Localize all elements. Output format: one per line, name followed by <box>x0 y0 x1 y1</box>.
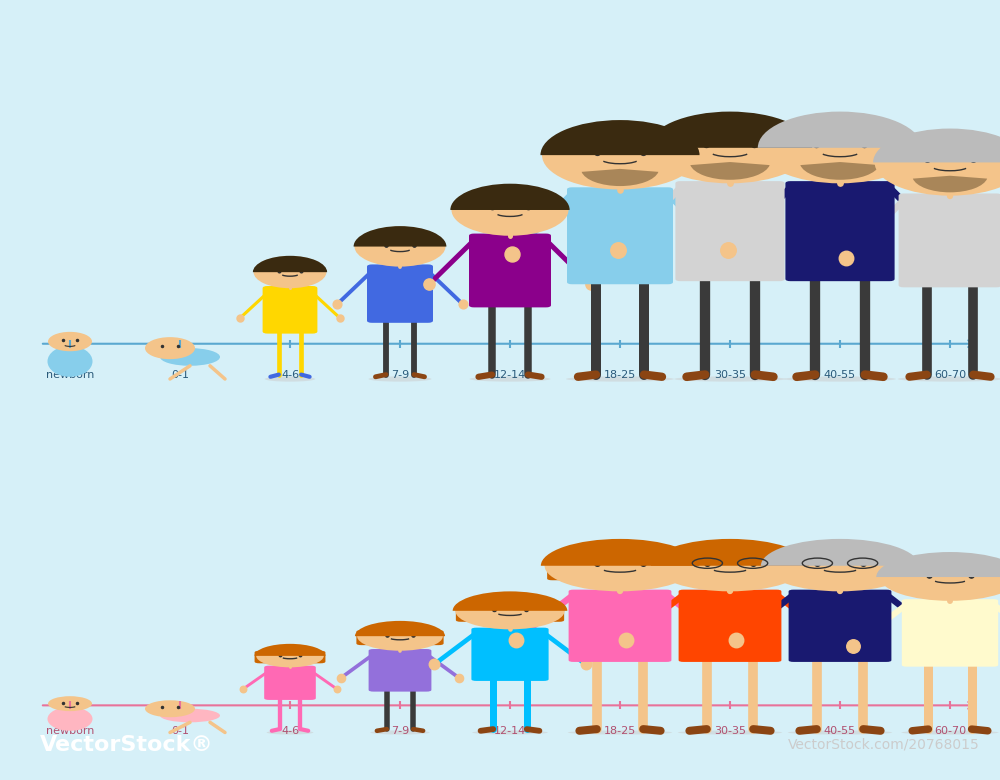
Wedge shape <box>651 539 809 565</box>
Ellipse shape <box>788 730 892 735</box>
FancyBboxPatch shape <box>547 556 580 580</box>
Text: 12-14: 12-14 <box>494 370 526 380</box>
FancyBboxPatch shape <box>421 630 444 645</box>
Ellipse shape <box>160 709 220 722</box>
FancyBboxPatch shape <box>538 604 564 622</box>
FancyBboxPatch shape <box>369 649 431 692</box>
Text: VectorStock.com/20768015: VectorStock.com/20768015 <box>788 738 980 752</box>
Ellipse shape <box>784 377 896 381</box>
Text: 12-14: 12-14 <box>494 725 526 736</box>
Wedge shape <box>873 129 1000 162</box>
Ellipse shape <box>267 730 313 735</box>
Wedge shape <box>450 184 570 210</box>
Wedge shape <box>355 621 445 636</box>
Text: 60-70: 60-70 <box>934 725 966 736</box>
Circle shape <box>256 644 324 668</box>
Text: 0-1: 0-1 <box>171 370 189 380</box>
Wedge shape <box>800 162 880 179</box>
FancyBboxPatch shape <box>305 651 325 663</box>
Circle shape <box>655 541 805 591</box>
Circle shape <box>455 592 565 629</box>
Circle shape <box>875 129 1000 196</box>
Wedge shape <box>541 539 699 565</box>
Circle shape <box>452 184 568 236</box>
Text: 18-25: 18-25 <box>604 725 636 736</box>
Text: 0-1: 0-1 <box>171 725 189 736</box>
FancyBboxPatch shape <box>367 264 433 323</box>
Text: 18-25: 18-25 <box>604 370 636 380</box>
Wedge shape <box>648 112 812 148</box>
Wedge shape <box>761 539 919 565</box>
Text: 7-9: 7-9 <box>391 725 409 736</box>
FancyBboxPatch shape <box>789 590 891 662</box>
FancyBboxPatch shape <box>264 665 316 700</box>
Wedge shape <box>758 112 922 148</box>
FancyBboxPatch shape <box>902 599 998 667</box>
Ellipse shape <box>370 730 430 735</box>
Ellipse shape <box>48 707 92 731</box>
FancyBboxPatch shape <box>675 181 785 281</box>
Ellipse shape <box>674 377 786 381</box>
Wedge shape <box>582 169 658 186</box>
Wedge shape <box>876 552 1000 577</box>
Circle shape <box>145 337 195 359</box>
Wedge shape <box>690 162 770 179</box>
Text: newborn: newborn <box>46 370 94 380</box>
Wedge shape <box>540 120 700 155</box>
FancyBboxPatch shape <box>660 556 693 580</box>
Circle shape <box>354 226 446 267</box>
Text: 4-6: 4-6 <box>281 725 299 736</box>
Circle shape <box>357 622 443 651</box>
FancyBboxPatch shape <box>255 651 275 663</box>
Wedge shape <box>913 176 987 193</box>
Circle shape <box>880 553 1000 601</box>
Text: 40-55: 40-55 <box>824 725 856 736</box>
FancyBboxPatch shape <box>469 233 551 307</box>
Text: 30-35: 30-35 <box>714 370 746 380</box>
FancyBboxPatch shape <box>899 193 1000 287</box>
Circle shape <box>542 121 698 190</box>
Wedge shape <box>354 226 446 246</box>
Ellipse shape <box>470 377 550 381</box>
FancyBboxPatch shape <box>679 590 781 662</box>
FancyBboxPatch shape <box>356 630 379 645</box>
Ellipse shape <box>566 377 674 381</box>
FancyBboxPatch shape <box>785 181 895 281</box>
Text: 60-70: 60-70 <box>934 370 966 380</box>
Wedge shape <box>453 591 567 611</box>
Ellipse shape <box>368 377 432 381</box>
Text: 40-55: 40-55 <box>824 370 856 380</box>
Circle shape <box>759 112 921 183</box>
Ellipse shape <box>472 730 548 735</box>
Text: newborn: newborn <box>46 725 94 736</box>
FancyBboxPatch shape <box>569 590 671 662</box>
Text: 30-35: 30-35 <box>714 725 746 736</box>
Circle shape <box>545 541 695 591</box>
Wedge shape <box>253 256 327 272</box>
Wedge shape <box>255 644 325 656</box>
FancyBboxPatch shape <box>567 187 673 284</box>
Ellipse shape <box>898 377 1000 381</box>
FancyBboxPatch shape <box>456 604 482 622</box>
FancyBboxPatch shape <box>263 286 317 334</box>
Circle shape <box>649 112 811 183</box>
Ellipse shape <box>678 730 782 735</box>
Ellipse shape <box>160 348 220 366</box>
Ellipse shape <box>901 730 999 735</box>
Ellipse shape <box>48 346 92 377</box>
Text: 4-6: 4-6 <box>281 370 299 380</box>
Circle shape <box>48 697 92 711</box>
Text: VectorStock®: VectorStock® <box>40 735 214 755</box>
Text: 7-9: 7-9 <box>391 370 409 380</box>
Circle shape <box>254 256 326 289</box>
FancyBboxPatch shape <box>471 628 549 681</box>
Circle shape <box>765 541 915 591</box>
Circle shape <box>145 700 195 718</box>
Ellipse shape <box>265 377 315 381</box>
Circle shape <box>48 332 92 351</box>
Ellipse shape <box>568 730 672 735</box>
